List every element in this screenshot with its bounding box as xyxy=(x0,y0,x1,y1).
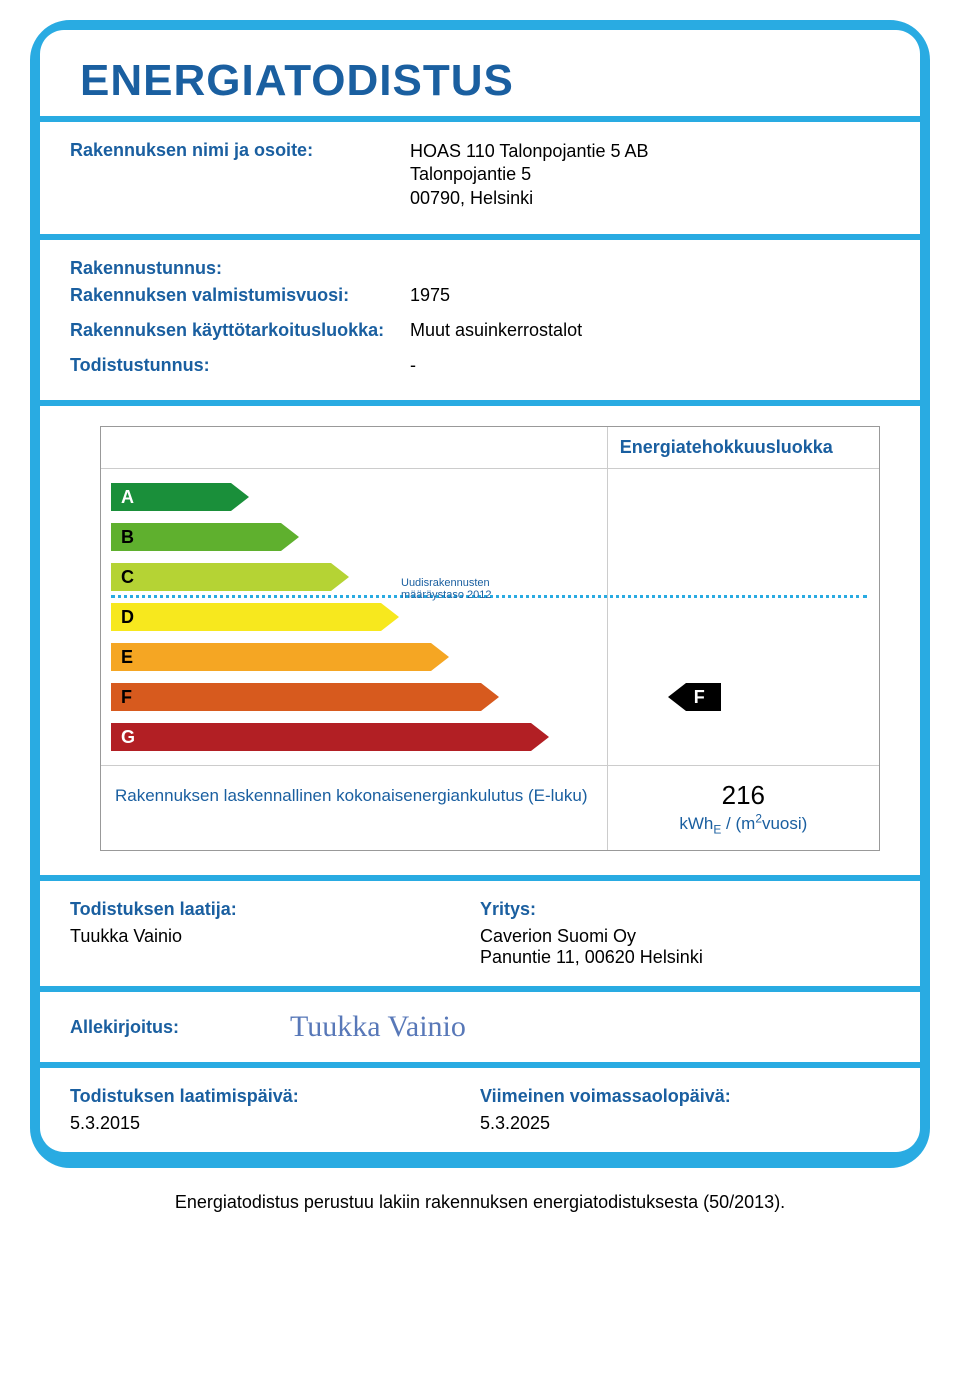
building-id-label: Rakennustunnus: xyxy=(70,258,410,279)
reference-level-label: Uudisrakennustenmääräystaso 2012 xyxy=(401,577,492,601)
energy-arrow-label: C xyxy=(111,563,331,591)
result-pointer: F xyxy=(668,683,721,711)
arrow-tip-icon xyxy=(281,523,299,551)
energy-class-b: B xyxy=(111,517,607,557)
address-section: Rakennuksen nimi ja osoite: HOAS 110 Tal… xyxy=(40,122,920,234)
energy-class-d: D xyxy=(111,597,607,637)
energy-class-a: A xyxy=(111,477,607,517)
author-label: Todistuksen laatija: xyxy=(70,899,480,920)
energy-arrow-label: F xyxy=(111,683,481,711)
energy-class-g: G xyxy=(111,717,607,757)
signature-section: Allekirjoitus: Tuukka Vainio xyxy=(40,992,920,1062)
use-class-label: Rakennuksen käyttötarkoitusluokka: xyxy=(70,320,410,341)
author-section: Todistuksen laatija: Tuukka Vainio Yrity… xyxy=(40,881,920,986)
cert-id-value: - xyxy=(410,355,416,376)
company-address: Panuntie 11, 00620 Helsinki xyxy=(480,947,890,968)
signature-scribble: Tuukka Vainio xyxy=(250,1010,466,1044)
author-name: Tuukka Vainio xyxy=(70,926,480,947)
e-luku-unit: kWhE / (m2vuosi) xyxy=(679,814,807,833)
valid-until-value: 5.3.2025 xyxy=(480,1113,890,1134)
arrow-tip-icon xyxy=(381,603,399,631)
energy-arrow-label: E xyxy=(111,643,431,671)
dates-section: Todistuksen laatimispäivä: 5.3.2015 Viim… xyxy=(40,1068,920,1152)
building-info-section: Rakennustunnus: Rakennuksen valmistumisv… xyxy=(40,240,920,400)
address-value: HOAS 110 Talonpojantie 5 AB Talonpojanti… xyxy=(410,140,649,210)
arrow-tip-icon xyxy=(481,683,499,711)
address-label: Rakennuksen nimi ja osoite: xyxy=(70,140,410,210)
page: ENERGIATODISTUS Rakennuksen nimi ja osoi… xyxy=(0,20,960,1233)
issue-date-label: Todistuksen laatimispäivä: xyxy=(70,1086,480,1107)
document-title: ENERGIATODISTUS xyxy=(70,50,544,112)
chart-footer-label: Rakennuksen laskennallinen kokonaisenerg… xyxy=(101,766,607,850)
company-label: Yritys: xyxy=(480,899,890,920)
chart-arrows: ABC Uudisrakennustenmääräystaso 2012 DEFG xyxy=(101,469,607,765)
arrow-tip-icon xyxy=(431,643,449,671)
use-class-value: Muut asuinkerrostalot xyxy=(410,320,582,341)
footer-note: Energiatodistus perustuu lakiin rakennuk… xyxy=(0,1178,960,1233)
energy-class-c: C xyxy=(111,557,607,597)
e-luku-value: 216 xyxy=(622,780,865,811)
result-class-letter: F xyxy=(686,683,721,711)
chart-footer-value-cell: 216 kWhE / (m2vuosi) xyxy=(607,766,879,850)
energy-arrow-label: G xyxy=(111,723,531,751)
cert-id-label: Todistustunnus: xyxy=(70,355,410,376)
company-name: Caverion Suomi Oy xyxy=(480,926,890,947)
energy-chart: Energiatehokkuusluokka ABC Uudisrakennust… xyxy=(100,426,880,851)
chart-header: Energiatehokkuusluokka xyxy=(607,427,879,468)
address-line3: 00790, Helsinki xyxy=(410,187,649,210)
issue-date-value: 5.3.2015 xyxy=(70,1113,480,1134)
energy-arrow-label: B xyxy=(111,523,281,551)
energy-class-f: F xyxy=(111,677,607,717)
certificate-frame: ENERGIATODISTUS Rakennuksen nimi ja osoi… xyxy=(30,20,930,1168)
address-line1: HOAS 110 Talonpojantie 5 AB xyxy=(410,140,649,163)
energy-arrow-label: A xyxy=(111,483,231,511)
arrow-tip-icon xyxy=(331,563,349,591)
arrow-tip-icon xyxy=(231,483,249,511)
energy-class-e: E xyxy=(111,637,607,677)
energy-chart-section: Energiatehokkuusluokka ABC Uudisrakennust… xyxy=(40,406,920,875)
pointer-tip-icon xyxy=(668,683,686,711)
address-line2: Talonpojantie 5 xyxy=(410,163,649,186)
chart-result-col: F xyxy=(607,469,879,765)
valid-until-label: Viimeinen voimassaolopäivä: xyxy=(480,1086,890,1107)
title-section: ENERGIATODISTUS xyxy=(40,30,920,116)
energy-arrow-label: D xyxy=(111,603,381,631)
year-label: Rakennuksen valmistumisvuosi: xyxy=(70,285,410,306)
year-value: 1975 xyxy=(410,285,450,306)
signature-label: Allekirjoitus: xyxy=(70,1017,250,1038)
arrow-tip-icon xyxy=(531,723,549,751)
